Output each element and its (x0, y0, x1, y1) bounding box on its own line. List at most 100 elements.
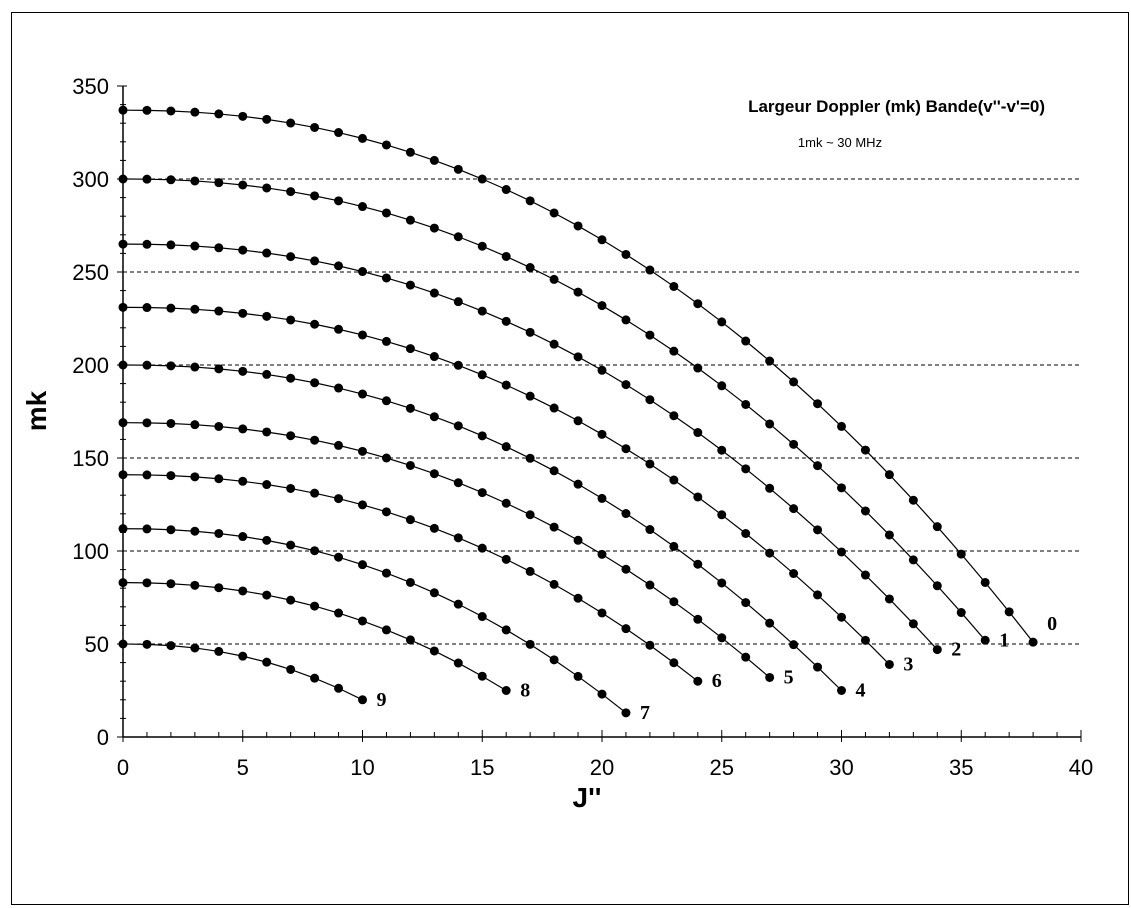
data-point (310, 378, 320, 388)
data-point (501, 185, 511, 195)
data-point (214, 364, 224, 374)
data-point (860, 445, 870, 455)
data-point (597, 549, 607, 559)
data-point (621, 564, 631, 574)
data-point (334, 261, 344, 271)
data-point (908, 619, 918, 629)
data-point (549, 655, 559, 665)
data-point (334, 440, 344, 450)
data-point (501, 554, 511, 564)
data-point (286, 187, 296, 197)
data-point (573, 671, 583, 681)
data-point (669, 411, 679, 421)
data-point (238, 308, 248, 318)
data-point (573, 416, 583, 426)
data-point (262, 311, 272, 321)
data-point (597, 493, 607, 503)
data-point (789, 640, 799, 650)
data-point (621, 509, 631, 519)
data-point (765, 419, 775, 429)
data-point (573, 352, 583, 362)
data-point (190, 107, 200, 117)
data-point (717, 578, 727, 588)
data-point (717, 510, 727, 520)
data-point (549, 522, 559, 532)
data-point (549, 579, 559, 589)
data-point (405, 515, 415, 525)
data-point (262, 480, 272, 490)
data-point (549, 466, 559, 476)
x-tick-label: 35 (949, 755, 973, 780)
series-line (122, 306, 890, 665)
x-tick-label: 40 (1069, 755, 1093, 780)
x-tick-label: 0 (117, 755, 129, 780)
data-point (358, 202, 367, 212)
data-point (405, 215, 415, 225)
data-point (453, 297, 463, 307)
data-point (837, 612, 846, 622)
data-point (238, 532, 248, 542)
data-point (310, 256, 320, 266)
data-point (429, 288, 439, 298)
data-point (214, 421, 224, 431)
series-5: 5 (118, 418, 794, 688)
y-tick-label: 350 (72, 74, 109, 99)
data-point (334, 608, 344, 618)
x-tick-label: 30 (829, 755, 853, 780)
data-point (549, 208, 559, 218)
data-point (884, 594, 894, 604)
data-point (645, 525, 655, 535)
data-point (837, 421, 846, 431)
series-label: 0 (1047, 613, 1057, 635)
data-point (860, 635, 870, 645)
data-point (741, 464, 751, 474)
data-point (597, 689, 607, 699)
data-point (789, 504, 799, 514)
data-point (214, 109, 224, 119)
data-point (525, 639, 535, 649)
y-tick-label: 100 (72, 539, 109, 564)
data-point (334, 128, 344, 138)
data-point (142, 360, 152, 370)
data-point (717, 445, 727, 455)
series-line (122, 422, 771, 678)
data-point (286, 595, 296, 605)
data-point (166, 525, 176, 535)
data-point (884, 470, 894, 480)
data-point (405, 635, 415, 645)
data-point (405, 460, 415, 470)
data-point (1028, 637, 1038, 647)
data-point (334, 324, 344, 334)
data-point (765, 618, 775, 628)
data-point (262, 114, 272, 124)
data-point (214, 528, 224, 538)
data-point (118, 578, 128, 588)
data-point (381, 140, 391, 150)
data-point (597, 301, 607, 311)
data-point (621, 444, 631, 454)
data-point (142, 470, 152, 480)
data-point (118, 470, 128, 480)
data-point (310, 546, 320, 556)
data-point (286, 664, 296, 674)
series-line (122, 364, 842, 691)
data-point (429, 523, 439, 533)
data-point (166, 361, 176, 371)
data-point (166, 303, 176, 313)
data-point (190, 526, 200, 536)
data-point (813, 399, 823, 409)
y-tick-label: 250 (72, 260, 109, 285)
data-point (429, 412, 439, 422)
series-line (122, 528, 627, 714)
data-point (477, 306, 487, 316)
data-point (142, 105, 152, 115)
data-point (214, 178, 224, 188)
data-point (238, 366, 248, 376)
data-point (908, 555, 918, 565)
data-point (549, 339, 559, 349)
data-point (477, 241, 487, 251)
data-point (190, 643, 200, 653)
data-point (381, 507, 391, 517)
y-tick-label: 200 (72, 353, 109, 378)
